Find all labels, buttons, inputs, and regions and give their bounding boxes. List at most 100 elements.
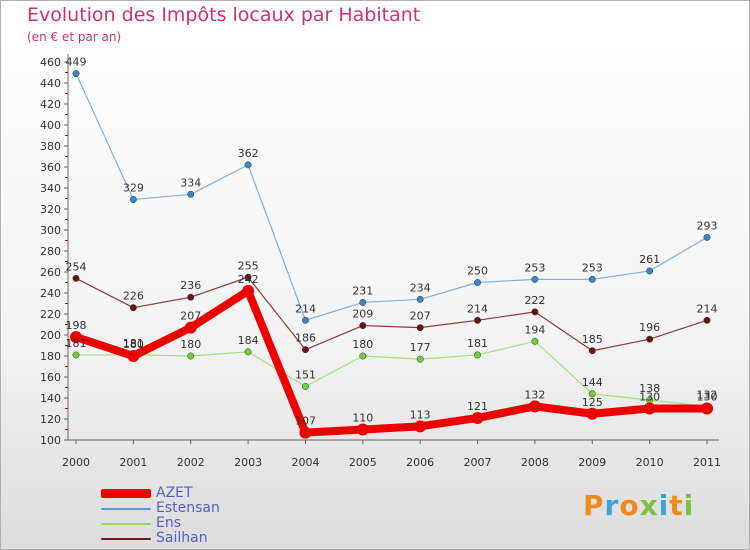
data-label-ens: 180 xyxy=(352,338,373,351)
chart-title: Evolution des Impôts locaux par Habitant xyxy=(27,4,421,26)
legend-item-sailhan[interactable]: Sailhan xyxy=(101,530,301,546)
data-point-estensan xyxy=(646,267,654,275)
data-point-sailhan xyxy=(703,316,711,324)
data-point-azet xyxy=(356,423,369,436)
logo-letter: o xyxy=(619,489,640,522)
data-point-azet xyxy=(242,284,255,297)
data-point-ens xyxy=(72,351,80,359)
data-point-azet xyxy=(70,331,82,344)
x-tick-label: 2005 xyxy=(349,456,377,469)
data-point-estensan xyxy=(703,233,711,241)
series-line-estensan xyxy=(75,72,708,321)
series-line-ens xyxy=(75,340,708,407)
data-label-estensan: 250 xyxy=(467,265,488,278)
data-label-azet: 125 xyxy=(582,396,603,409)
data-point-sailhan xyxy=(646,335,654,343)
data-point-estensan xyxy=(588,275,596,283)
y-tick-label: 220 xyxy=(40,308,61,321)
data-point-ens xyxy=(588,390,596,398)
series-line-azet xyxy=(72,286,711,437)
x-tick-label: 2000 xyxy=(62,456,90,469)
data-label-sailhan: 226 xyxy=(123,290,144,303)
legend-item-estensan[interactable]: Estensan xyxy=(101,500,301,516)
data-label-ens: 138 xyxy=(639,382,660,395)
data-label-ens: 181 xyxy=(467,337,488,350)
legend-swatch-sailhan xyxy=(101,538,151,540)
data-label-azet: 132 xyxy=(524,388,545,401)
data-point-sailhan xyxy=(244,273,252,281)
data-label-estensan: 253 xyxy=(524,261,545,274)
y-tick-label: 100 xyxy=(40,434,61,447)
data-label-estensan: 449 xyxy=(66,56,87,69)
y-tick-label: 240 xyxy=(40,287,61,300)
data-label-estensan: 329 xyxy=(123,182,144,195)
data-label-estensan: 234 xyxy=(410,281,431,294)
legend-swatch-azet xyxy=(101,489,151,498)
data-label-azet: 110 xyxy=(352,412,373,425)
data-label-azet: 207 xyxy=(180,310,201,323)
data-label-azet: 198 xyxy=(66,319,87,332)
data-label-estensan: 293 xyxy=(697,219,718,232)
data-label-ens: 181 xyxy=(66,337,87,350)
data-label-azet: 180 xyxy=(123,338,144,351)
data-point-sailhan xyxy=(531,308,539,316)
data-point-sailhan xyxy=(129,304,137,312)
data-label-sailhan: 209 xyxy=(352,308,373,321)
data-label-estensan: 214 xyxy=(295,302,316,315)
data-label-sailhan: 186 xyxy=(295,332,316,345)
data-point-azet xyxy=(528,400,541,413)
legend-item-azet[interactable]: AZET xyxy=(101,485,301,501)
data-point-ens xyxy=(531,337,539,345)
x-tick-label: 2010 xyxy=(636,456,664,469)
y-tick-label: 280 xyxy=(40,245,61,258)
y-tick-label: 160 xyxy=(40,371,61,384)
data-point-sailhan xyxy=(72,274,80,282)
data-point-estensan xyxy=(359,299,367,306)
data-label-ens: 180 xyxy=(180,338,201,351)
legend: AZET Estensan Ens Sailhan xyxy=(101,485,301,546)
proxiti-logo: Proxiti xyxy=(583,489,694,522)
data-label-estensan: 362 xyxy=(238,147,259,160)
data-label-azet: 107 xyxy=(295,415,316,428)
y-tick-label: 120 xyxy=(40,413,61,426)
x-tick-label: 2002 xyxy=(177,456,205,469)
data-label-estensan: 261 xyxy=(639,253,660,266)
data-label-ens: 132 xyxy=(697,388,718,401)
data-label-ens: 151 xyxy=(295,368,316,381)
y-tick-label: 180 xyxy=(40,350,61,363)
data-point-azet xyxy=(127,350,140,362)
legend-item-ens[interactable]: Ens xyxy=(101,515,301,531)
y-tick-label: 200 xyxy=(40,329,61,342)
data-label-ens: 184 xyxy=(238,334,259,347)
data-point-azet xyxy=(184,321,197,334)
data-label-sailhan: 254 xyxy=(66,260,87,273)
x-tick-label: 2008 xyxy=(521,456,549,469)
y-tick-label: 460 xyxy=(40,56,61,69)
data-point-sailhan xyxy=(302,346,309,354)
data-point-sailhan xyxy=(588,347,596,355)
logo-letter: t xyxy=(669,489,684,522)
data-point-estensan xyxy=(531,275,539,283)
data-point-estensan xyxy=(187,190,195,198)
data-point-estensan xyxy=(474,279,481,286)
x-tick-label: 2003 xyxy=(234,456,262,469)
x-tick-label: 2007 xyxy=(464,456,492,469)
data-point-ens xyxy=(244,348,252,356)
logo-letter: P xyxy=(583,489,605,522)
data-label-sailhan: 207 xyxy=(410,310,431,323)
data-label-ens: 144 xyxy=(582,376,603,389)
data-point-estensan xyxy=(244,161,252,169)
logo-letter: i xyxy=(658,489,670,522)
data-point-ens xyxy=(187,352,195,360)
data-label-sailhan: 214 xyxy=(697,302,718,315)
x-tick-label: 2004 xyxy=(291,456,319,469)
data-label-azet: 121 xyxy=(467,400,488,413)
chart-subtitle: (en € et par an) xyxy=(27,30,122,44)
y-tick-label: 400 xyxy=(40,119,61,132)
x-tick-label: 2009 xyxy=(578,456,606,469)
y-tick-label: 300 xyxy=(40,224,61,237)
y-tick-label: 380 xyxy=(40,140,61,153)
data-point-ens xyxy=(416,355,424,363)
y-tick-label: 420 xyxy=(40,98,61,111)
